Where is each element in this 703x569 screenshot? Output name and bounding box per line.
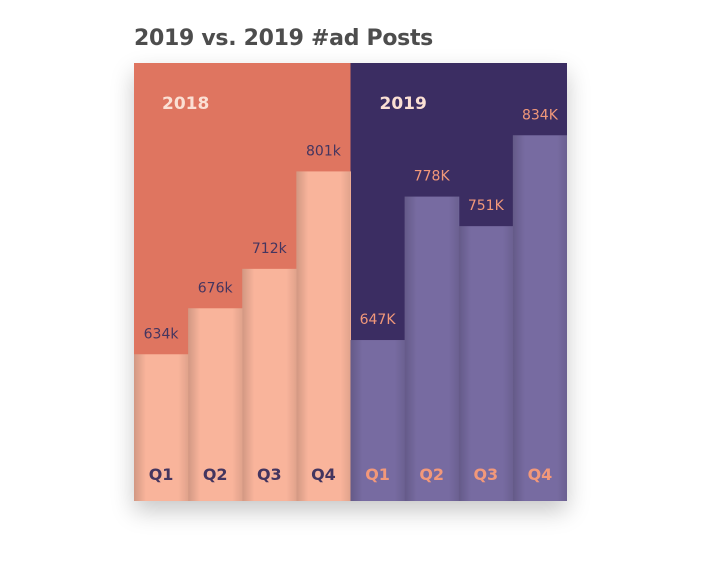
category-label-2019-Q1: Q1 <box>365 465 390 484</box>
bar-shade-2019-Q1 <box>394 340 405 501</box>
category-label-2019-Q3: Q3 <box>473 465 498 484</box>
bar-shade-2019-Q3 <box>502 226 513 501</box>
value-label-2018-Q4: 801k <box>306 143 342 159</box>
value-label-2019-Q2: 778K <box>414 169 451 185</box>
bar-shade-2018-Q4 <box>340 171 351 501</box>
bar-shade-left-2018-Q3 <box>242 268 255 501</box>
bar-shade-2018-Q2 <box>232 308 243 501</box>
bar-shade-2018-Q3 <box>286 268 297 501</box>
bar-shade-left-2018-Q1 <box>134 354 146 501</box>
value-label-2019-Q1: 647K <box>360 312 397 328</box>
bar-shade-left-2018-Q2 <box>188 308 201 501</box>
year-label-2019: 2019 <box>380 94 427 114</box>
value-label-2019-Q4: 834K <box>522 107 559 123</box>
value-label-2019-Q3: 751K <box>468 198 505 214</box>
bar-shade-2019-Q2 <box>448 196 459 501</box>
bar-shade-2019-Q4 <box>557 135 567 501</box>
bar-shade-left-2019-Q2 <box>404 196 417 501</box>
category-label-2019-Q4: Q4 <box>528 465 553 484</box>
value-label-2018-Q1: 634k <box>144 326 180 342</box>
category-label-2018-Q2: Q2 <box>203 465 228 484</box>
category-label-2018-Q1: Q1 <box>149 465 174 484</box>
bar-shade-left-2019-Q1 <box>350 340 363 501</box>
value-label-2018-Q2: 676k <box>198 280 234 296</box>
value-label-2018-Q3: 712k <box>252 241 288 257</box>
bar-shade-left-2018-Q4 <box>296 171 309 501</box>
chart-title: 2019 vs. 2019 #ad Posts <box>134 26 433 51</box>
bar-shade-left-2019-Q4 <box>512 135 525 501</box>
bar-shade-2018-Q1 <box>178 354 189 501</box>
category-label-2019-Q2: Q2 <box>419 465 444 484</box>
category-label-2018-Q3: Q3 <box>257 465 282 484</box>
year-label-2018: 2018 <box>162 94 209 114</box>
category-label-2018-Q4: Q4 <box>311 465 336 484</box>
bar-shade-left-2019-Q3 <box>458 226 471 501</box>
bar-chart: 2018 634k Q1 676k Q2 712k Q3 801k Q4 2019 647K Q1 77… <box>134 63 567 501</box>
